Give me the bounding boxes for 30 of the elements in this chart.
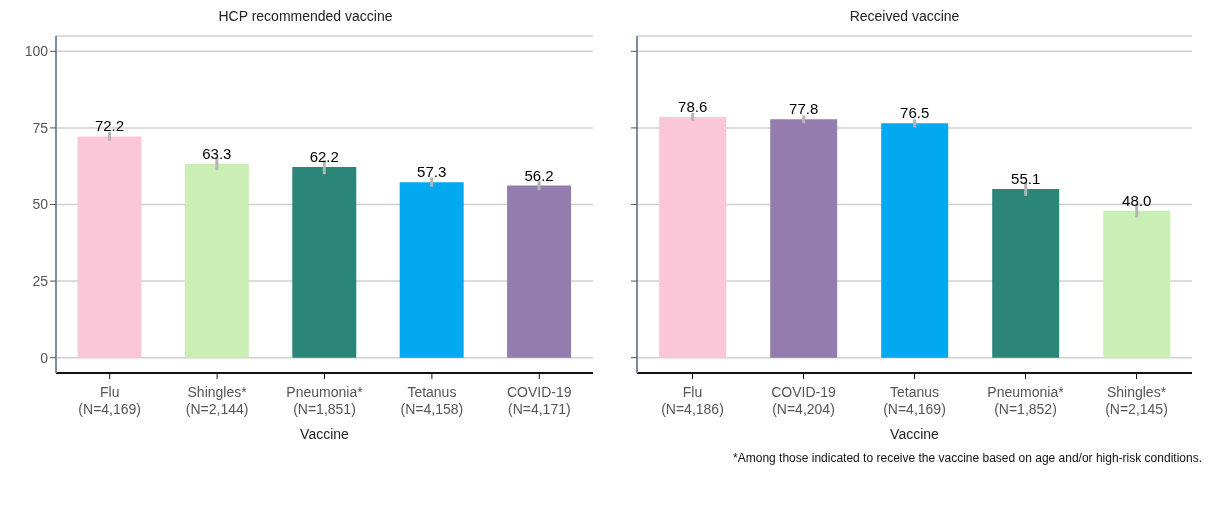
data-label: 77.8 xyxy=(789,100,819,118)
data-label: 78.6 xyxy=(678,97,708,115)
data-label: 55.1 xyxy=(1011,169,1041,187)
data-label: 48.0 xyxy=(1122,191,1152,209)
data-label: 62.2 xyxy=(309,148,339,166)
chart-title: HCP recommended vaccine xyxy=(217,8,394,26)
data-label: 72.2 xyxy=(94,117,125,135)
x-tick-label: Flu (N=4,186) xyxy=(661,384,724,417)
x-tick-label: Pneumonia* (N=1,852) xyxy=(987,384,1065,417)
chart-title: Received vaccine xyxy=(848,8,961,26)
data-label: 63.3 xyxy=(202,144,232,162)
x-tick-label: Pneumonia* (N=1,851) xyxy=(286,384,364,417)
x-tick-label: COVID-19 (N=4,171) xyxy=(507,384,572,417)
text: *Among those indicated to receive the vaccine based on age and/or high-risk conditions. xyxy=(732,451,1202,465)
y-tick-label: 50 xyxy=(32,196,49,213)
data-label: 57.3 xyxy=(417,163,447,181)
x-tick-label: Tetanus (N=4,169) xyxy=(883,384,946,417)
y-tick-label: 25 xyxy=(32,273,49,290)
x-tick-label: Tetanus (N=4,158) xyxy=(400,384,464,417)
x-tick-label: Shingles* (N=2,145) xyxy=(1105,384,1168,417)
x-tick-label: COVID-19 (N=4,204) xyxy=(771,384,836,417)
data-label: 76.5 xyxy=(900,104,930,122)
y-tick-label: 0 xyxy=(40,349,49,366)
y-tick-label: 100 xyxy=(24,43,49,60)
x-axis-title: Vaccine xyxy=(300,426,350,442)
x-axis-title: Vaccine xyxy=(890,426,940,442)
x-tick-label: Shingles* (N=2,144) xyxy=(185,384,249,417)
y-tick-label: 75 xyxy=(32,119,49,136)
data-label: 56.2 xyxy=(524,166,554,184)
x-tick-label: Flu (N=4,169) xyxy=(78,384,142,417)
